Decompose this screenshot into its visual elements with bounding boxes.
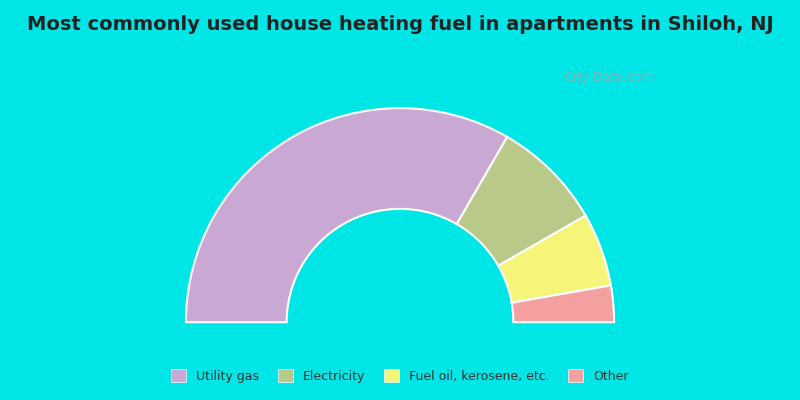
Text: City-Data.com: City-Data.com xyxy=(564,71,654,84)
Legend: Utility gas, Electricity, Fuel oil, kerosene, etc., Other: Utility gas, Electricity, Fuel oil, kero… xyxy=(171,369,629,383)
Text: Most commonly used house heating fuel in apartments in Shiloh, NJ: Most commonly used house heating fuel in… xyxy=(26,14,774,34)
Wedge shape xyxy=(498,216,611,303)
Wedge shape xyxy=(186,108,507,322)
Wedge shape xyxy=(512,286,614,322)
Wedge shape xyxy=(457,137,586,266)
